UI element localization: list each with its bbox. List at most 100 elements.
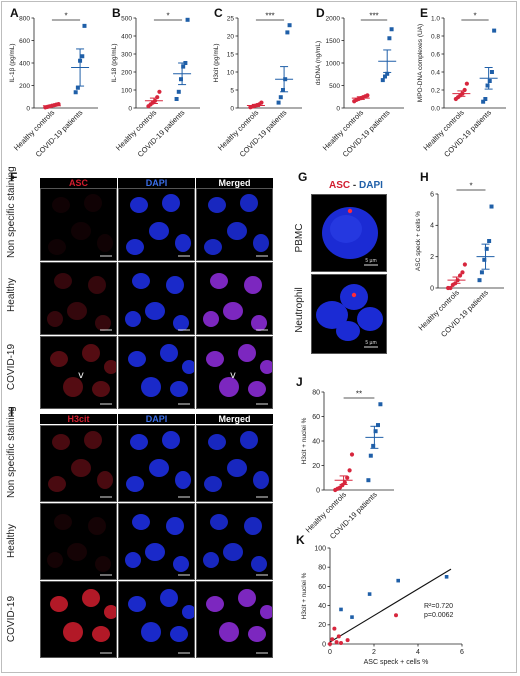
nucleus-merged bbox=[251, 556, 267, 572]
y-tick-label: 500 bbox=[121, 15, 132, 22]
data-point-covid bbox=[185, 17, 190, 22]
data-point-healthy bbox=[328, 642, 332, 646]
y-tick-label: 40 bbox=[318, 603, 326, 610]
data-point-healthy bbox=[336, 634, 341, 639]
significance-marker: * bbox=[166, 12, 169, 21]
nucleus-blue bbox=[145, 543, 165, 561]
nucleus-blue bbox=[126, 476, 144, 492]
i-image-r1-c2 bbox=[118, 425, 195, 502]
y-axis-label: H3cit (pg/mL) bbox=[213, 43, 220, 82]
nucleus-blue bbox=[162, 431, 180, 449]
data-point-healthy bbox=[349, 452, 355, 457]
x-tick-label: 2 bbox=[372, 649, 376, 656]
data-point-covid bbox=[82, 23, 87, 28]
nucleus-blue bbox=[141, 377, 161, 397]
i-col-dapi: DAPI bbox=[118, 414, 195, 424]
nucleus-red bbox=[88, 276, 106, 294]
y-axis-label: IL-18 (pg/mL) bbox=[111, 43, 118, 82]
data-point-healthy bbox=[157, 89, 162, 94]
nucleus-red bbox=[47, 552, 63, 568]
nucleus-blue bbox=[173, 556, 189, 572]
nucleus-merged bbox=[223, 543, 243, 561]
nucleus-merged bbox=[204, 239, 222, 255]
r-squared-annotation: R²=0.720 bbox=[424, 603, 453, 610]
panel-label-d: D bbox=[316, 6, 325, 20]
data-point-covid bbox=[368, 453, 373, 458]
y-tick-label: 0 bbox=[26, 105, 30, 112]
f-image-r1-c3 bbox=[196, 188, 273, 261]
data-point-covid bbox=[481, 99, 486, 104]
y-axis-label: H3cit + nuclei % bbox=[301, 417, 308, 464]
i-row-nonspecific: Non specific staining bbox=[6, 406, 17, 498]
f-row-healthy: Healthy bbox=[6, 278, 17, 312]
nucleus-merged bbox=[244, 276, 262, 294]
nucleus-red bbox=[48, 239, 66, 255]
data-point-healthy bbox=[460, 270, 465, 275]
data-point-covid bbox=[174, 97, 179, 101]
nucleus-red bbox=[67, 543, 87, 561]
data-point-healthy bbox=[365, 93, 370, 98]
nucleus-blue bbox=[175, 471, 191, 489]
panel-label-a: A bbox=[10, 6, 19, 20]
data-point-covid bbox=[371, 443, 376, 448]
f-image-r3-c2 bbox=[118, 336, 195, 409]
nucleus-blue bbox=[149, 222, 169, 240]
i-image-r1-c1 bbox=[40, 425, 117, 502]
panel-label-i: I bbox=[10, 405, 14, 419]
y-tick-label: 400 bbox=[19, 60, 30, 67]
nucleus-red bbox=[50, 351, 68, 367]
data-point-healthy bbox=[448, 285, 453, 291]
nucleus-blue bbox=[175, 234, 191, 252]
data-point-covid bbox=[380, 78, 385, 83]
data-point-covid bbox=[73, 90, 78, 95]
nucleus-blue bbox=[128, 351, 146, 367]
i-image-r2-c3 bbox=[196, 503, 273, 580]
y-tick-label: 20 bbox=[227, 33, 235, 40]
nucleus-red bbox=[82, 344, 100, 362]
nucleus-blue bbox=[132, 273, 150, 289]
g-row-pbmc: PBMC bbox=[294, 223, 305, 253]
i-col-h3cit: H3cit bbox=[40, 414, 117, 424]
nucleus-merged bbox=[203, 552, 219, 568]
nucleus-red bbox=[67, 302, 87, 320]
y-tick-label: 0 bbox=[128, 105, 132, 112]
data-point-covid bbox=[492, 28, 497, 33]
nucleus-merged bbox=[238, 589, 256, 607]
i-image-r2-c1 bbox=[40, 503, 117, 580]
nucleus-red bbox=[95, 556, 111, 572]
f-col-asc: ASC bbox=[40, 178, 117, 188]
y-tick-label: 1500 bbox=[326, 38, 341, 45]
nucleus-merged bbox=[227, 459, 247, 477]
nucleus-merged bbox=[248, 381, 266, 397]
data-point-covid bbox=[80, 54, 85, 59]
nucleus-merged bbox=[238, 344, 256, 362]
g-neutrophil-image: 5 µm bbox=[311, 274, 387, 354]
f-image-r2-c2 bbox=[118, 262, 195, 335]
nucleus-merged bbox=[219, 622, 239, 642]
chart-correlation: 0 20 40 60 80 100 0 2 4 6 H3cit + nuclei % ASC spec… bbox=[301, 545, 464, 666]
panel-label-k: K bbox=[296, 533, 305, 547]
g-row-neutrophil: Neutrophil bbox=[294, 287, 305, 333]
f-image-r3-c3 bbox=[196, 336, 273, 409]
y-tick-label: 15 bbox=[227, 51, 235, 58]
data-point-healthy bbox=[457, 273, 463, 278]
f-image-r1-c2 bbox=[118, 188, 195, 261]
y-tick-label: 0 bbox=[336, 105, 340, 112]
p-value-annotation: p=0.0062 bbox=[424, 612, 453, 619]
nucleus-merged bbox=[227, 222, 247, 240]
nucleus-merged bbox=[206, 596, 224, 612]
g-title-sep: - bbox=[350, 180, 360, 191]
nucleus-blue bbox=[130, 197, 148, 213]
arrow-asc-icon: v bbox=[78, 370, 84, 381]
i-image-r2-c2 bbox=[118, 503, 195, 580]
nucleus-blue bbox=[128, 596, 146, 612]
data-point-covid bbox=[482, 257, 487, 262]
nucleus-merged bbox=[210, 273, 228, 289]
y-tick-label: 0 bbox=[316, 487, 320, 494]
y-tick-label: 500 bbox=[329, 83, 340, 90]
data-point-healthy bbox=[339, 641, 343, 646]
significance-marker: * bbox=[64, 12, 67, 21]
nucleus-blue bbox=[160, 344, 178, 362]
